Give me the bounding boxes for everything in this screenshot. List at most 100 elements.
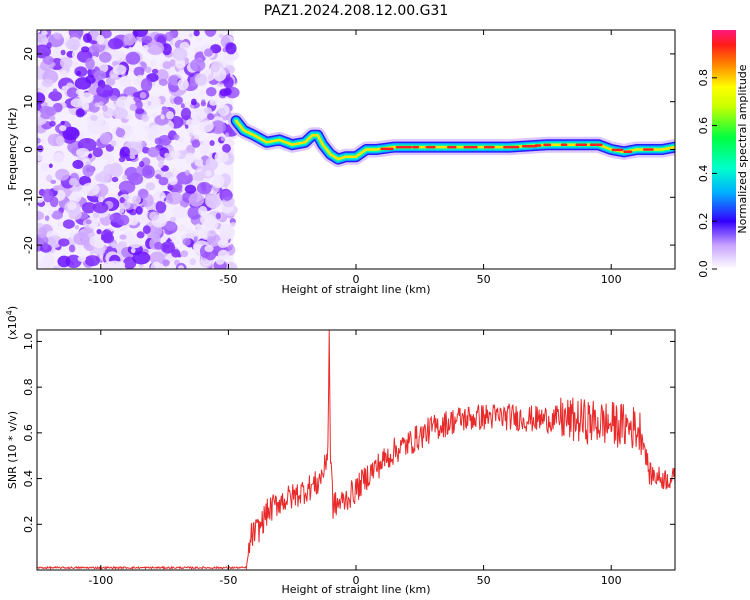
- noise-blob: [135, 206, 143, 215]
- noise-blob: [73, 232, 90, 246]
- noise-blob: [77, 255, 87, 263]
- noise-blob: [155, 69, 169, 82]
- noise-blob: [190, 230, 199, 237]
- noise-blob: [81, 46, 90, 53]
- y-tick-label: 1.0: [22, 333, 35, 351]
- noise-blob: [92, 212, 100, 219]
- noise-blob: [105, 144, 114, 152]
- noise-blob: [81, 202, 97, 214]
- noise-blob: [55, 135, 65, 146]
- x-tick-label: -100: [88, 273, 113, 286]
- snr-y-label: SNR (10 * v/v): [6, 411, 19, 489]
- noise-blob: [193, 30, 200, 37]
- y-tick-label: 0: [22, 146, 35, 153]
- noise-blob: [205, 87, 217, 97]
- noise-blob: [70, 98, 83, 108]
- noise-blob: [72, 61, 80, 69]
- noise-blob: [128, 46, 133, 52]
- noise-blob: [205, 157, 218, 171]
- x-tick-label: 0: [353, 273, 360, 286]
- noise-blob: [84, 255, 100, 267]
- colorbar-tick-label: 0.4: [697, 165, 710, 183]
- x-tick-label: -50: [219, 574, 237, 587]
- noise-blob: [66, 87, 79, 99]
- noise-blob: [187, 205, 202, 220]
- noise-blob: [215, 212, 222, 220]
- noise-blob: [142, 44, 149, 51]
- noise-blob: [128, 66, 135, 73]
- noise-blob: [55, 168, 70, 181]
- snr-multiplier-close: ): [6, 306, 19, 310]
- noise-blob: [37, 261, 41, 268]
- noise-blob: [143, 125, 150, 131]
- noise-blob: [98, 51, 112, 63]
- noise-blob: [59, 56, 73, 69]
- noise-blob: [48, 209, 54, 215]
- noise-blob: [138, 263, 144, 268]
- snr-series-line: [37, 330, 675, 570]
- noise-blob: [189, 132, 194, 138]
- noise-blob: [37, 211, 45, 221]
- noise-blob: [141, 35, 153, 44]
- noise-blob: [149, 59, 157, 68]
- noise-blob: [100, 64, 107, 71]
- noise-blob: [180, 250, 189, 258]
- colorbar-tick-label: 0.6: [697, 117, 710, 135]
- noise-blob: [79, 92, 94, 104]
- noise-blob: [206, 113, 215, 121]
- noise-blob: [203, 107, 212, 114]
- noise-blob: [199, 120, 214, 133]
- noise-blob: [177, 224, 187, 232]
- noise-blob: [139, 91, 147, 99]
- noise-blob: [151, 112, 157, 119]
- noise-blob: [158, 135, 172, 146]
- noise-blob: [166, 111, 174, 120]
- noise-blob: [168, 176, 178, 185]
- noise-blob: [112, 107, 128, 120]
- noise-blob: [199, 90, 206, 96]
- noise-blob: [182, 237, 191, 246]
- noise-blob: [62, 126, 80, 141]
- noise-blob: [223, 53, 231, 62]
- noise-blob: [37, 227, 48, 239]
- noise-blob: [218, 33, 224, 38]
- noise-blob: [41, 78, 54, 88]
- x-tick-label: -50: [219, 273, 237, 286]
- noise-blob: [37, 110, 41, 118]
- colorbar-ticks: 0.0 0.2 0.4 0.6 0.8: [697, 69, 717, 278]
- noise-blob: [158, 78, 169, 86]
- noise-blob: [46, 42, 52, 49]
- noise-blob: [142, 165, 155, 179]
- noise-blob: [177, 265, 185, 269]
- noise-blob: [110, 242, 117, 249]
- noise-blob: [100, 233, 115, 244]
- noise-blob: [52, 88, 58, 94]
- noise-blob: [162, 61, 172, 70]
- noise-blob: [217, 104, 230, 116]
- noise-blob: [184, 184, 197, 194]
- noise-blob: [217, 239, 229, 248]
- noise-blob: [129, 154, 136, 160]
- noise-blob: [205, 170, 212, 177]
- noise-blob: [45, 98, 52, 104]
- spectrogram-image: [37, 30, 675, 269]
- noise-blob: [148, 125, 163, 136]
- noise-blob: [210, 61, 221, 73]
- noise-blob: [51, 210, 64, 220]
- noise-blob: [214, 47, 221, 53]
- noise-blob: [58, 125, 67, 132]
- noise-blob: [110, 163, 123, 178]
- noise-blob: [106, 154, 114, 164]
- noise-blob: [60, 70, 68, 78]
- y-tick-label: -20: [22, 236, 35, 254]
- noise-blob: [96, 34, 105, 45]
- noise-blob: [49, 120, 56, 127]
- noise-blob: [223, 261, 238, 269]
- noise-blob: [60, 120, 65, 125]
- noise-blob: [225, 42, 237, 55]
- snr-frame: [36, 329, 676, 571]
- noise-blob: [82, 33, 93, 43]
- noise-blob: [154, 241, 163, 250]
- x-tick-label: 50: [477, 273, 491, 286]
- noise-blob: [172, 205, 188, 218]
